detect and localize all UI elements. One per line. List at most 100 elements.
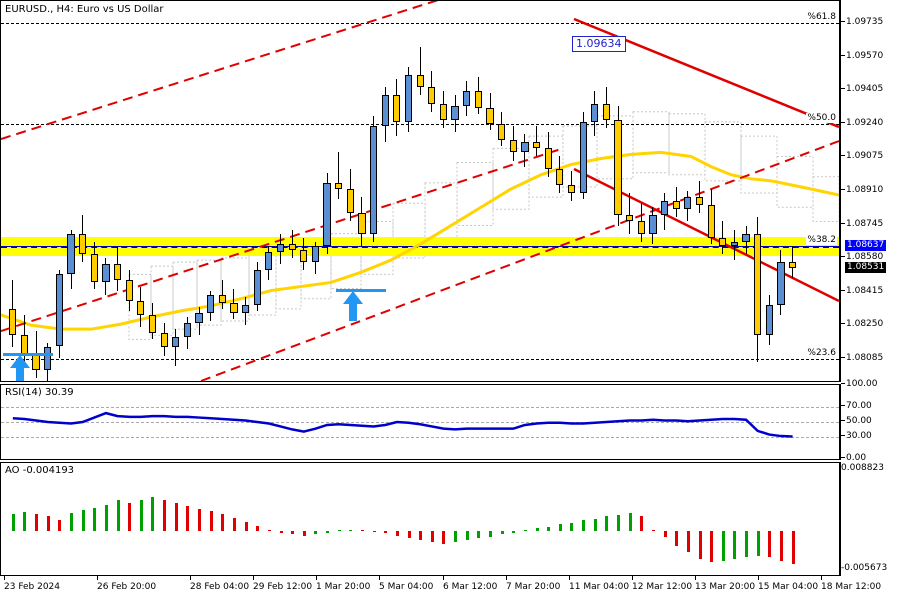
rsi-axis: 100.00 70.00 50.00 30.00 0.00 (840, 380, 900, 463)
candle-body (649, 215, 657, 234)
price-tag-black: 1.08531 (845, 262, 887, 274)
candle-body (113, 264, 122, 281)
ao-bar (430, 531, 434, 542)
candle-body (102, 264, 110, 283)
ao-bar (686, 531, 690, 553)
ao-bar (651, 529, 655, 532)
fib-label-38.2: %38.2 (806, 235, 837, 246)
rsi-level-50 (1, 422, 839, 423)
fib-line-23.6 (1, 358, 839, 360)
ao-bar (372, 531, 376, 533)
candle-body (148, 314, 157, 334)
price-tick: 1.08415 (841, 286, 883, 296)
ao-bar (454, 531, 458, 542)
candle-body (637, 221, 645, 234)
candle-body (9, 308, 17, 336)
time-label: 26 Feb 20:00 (97, 582, 157, 592)
candle-body (777, 262, 785, 305)
time-label: 28 Feb 04:00 (190, 582, 250, 592)
ao-bar (395, 531, 399, 536)
time-axis: 23 Feb 2024 26 Feb 20:00 28 Feb 04:00 29 Fe… (0, 576, 881, 600)
candle-body (660, 201, 669, 216)
candle-body (265, 251, 273, 271)
time-tick-mark (316, 576, 317, 580)
rsi-panel[interactable]: RSI(14) 30.39 (0, 384, 840, 460)
price-tick: 1.08580 (841, 253, 883, 262)
ao-panel[interactable]: AO -0.004193 (0, 462, 840, 576)
time-label: 23 Feb 2024 (4, 582, 61, 592)
candle-body (358, 213, 366, 234)
ao-bar (628, 512, 632, 532)
ao-bar (407, 531, 411, 539)
ao-bar (756, 531, 760, 556)
time-tick-mark (97, 576, 98, 580)
candle-body (404, 75, 413, 122)
candle-body (463, 91, 471, 106)
candle-body (486, 107, 494, 124)
ao-bar (710, 531, 714, 563)
price-tick: 1.09075 (841, 152, 883, 161)
candle-body (207, 294, 215, 313)
candle-body (241, 304, 250, 313)
price-chart-panel[interactable]: %61.8 %50.0 %38.2 %23.6 EURUSD., H4: Euro v… (0, 0, 840, 382)
rsi-tick: 100.00 (841, 380, 878, 389)
candle-body (789, 262, 797, 268)
price-plot-area[interactable]: %61.8 %50.0 %38.2 %23.6 (1, 1, 839, 381)
rsi-level-70 (1, 407, 839, 409)
candle-wick (175, 329, 176, 366)
candle-body (323, 182, 331, 246)
ao-bar (675, 531, 679, 546)
price-tick: 1.09570 (841, 51, 883, 61)
ao-tick: -0.005673 (841, 563, 888, 573)
candle-body (626, 215, 634, 222)
ao-bar (745, 531, 749, 558)
candle-body (32, 353, 40, 370)
ao-bar (500, 531, 504, 535)
fib-label-23.6: %23.6 (806, 347, 837, 358)
signal-level-line (336, 288, 386, 292)
ao-bar (58, 519, 62, 532)
time-label: 5 Mar 04:00 (379, 582, 434, 592)
candle-body (428, 87, 436, 104)
price-tick: 1.08910 (841, 186, 883, 195)
candle-body (719, 237, 727, 246)
ao-bar (35, 514, 39, 532)
ao-bar (23, 511, 27, 532)
ao-axis: 0.008823 -0.005673 (840, 462, 900, 576)
candle-body (346, 188, 354, 214)
ao-bar (139, 500, 143, 532)
ao-bar (232, 518, 236, 532)
rsi-level-30 (1, 436, 839, 438)
time-label: 7 Mar 20:00 (506, 582, 561, 592)
candle-body (765, 304, 773, 336)
candle-body (183, 323, 191, 338)
candle-body (439, 103, 448, 120)
price-tick: 1.09240 (841, 118, 883, 128)
candle-body (707, 205, 715, 238)
candle-wick (338, 152, 339, 200)
candle-body (370, 125, 378, 234)
time-tick-mark (253, 576, 254, 580)
candle-body (532, 142, 541, 149)
ao-bar (570, 522, 574, 532)
candle-wick (629, 193, 630, 234)
time-label: 15 Mar 04:00 (758, 582, 819, 592)
candle-body (579, 121, 587, 194)
candle-body (544, 148, 552, 169)
ao-bar (198, 508, 202, 532)
candle-body (521, 142, 529, 153)
candle-body (451, 105, 459, 120)
ao-bar (698, 531, 702, 559)
ao-bar (46, 515, 50, 532)
fib-label-61.8: %61.8 (806, 12, 837, 23)
ao-bar (523, 529, 527, 532)
candle-body (591, 103, 599, 122)
candle-body (754, 233, 762, 336)
candle-body (195, 312, 203, 324)
ao-bar (721, 531, 725, 561)
ao-bar (221, 514, 225, 532)
rsi-line (12, 411, 793, 438)
time-tick-mark (695, 576, 696, 580)
ao-bar (163, 500, 167, 532)
